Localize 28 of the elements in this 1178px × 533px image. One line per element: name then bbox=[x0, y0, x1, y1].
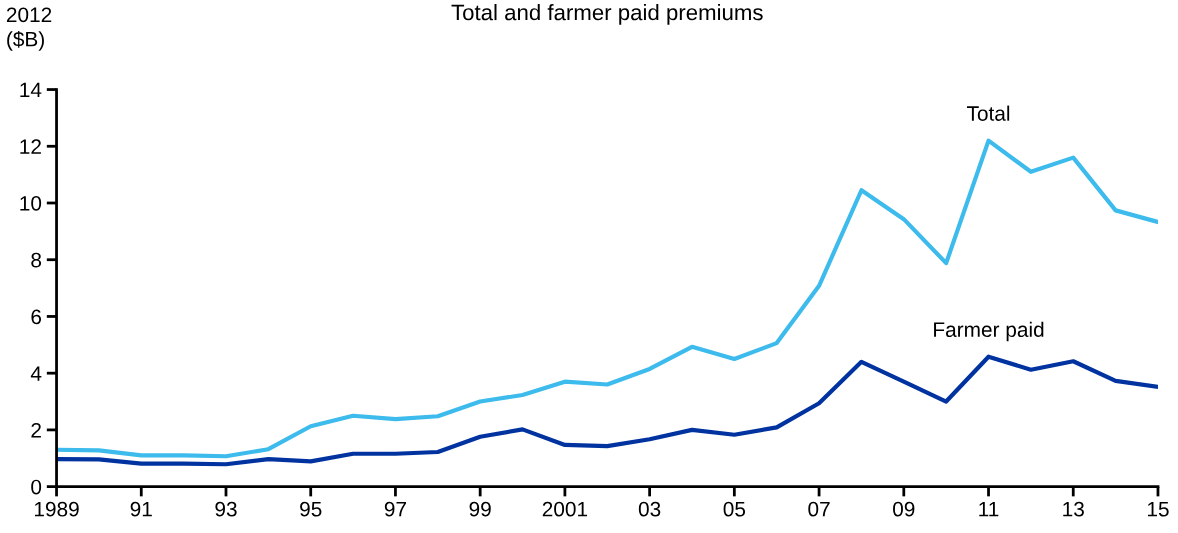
y-tick-label: 4 bbox=[30, 366, 42, 381]
y-tick-label: 14 bbox=[20, 82, 42, 98]
series-label: Farmer paid bbox=[934, 321, 1044, 342]
y-axis-title: 2012 ($B) bbox=[6, 7, 52, 51]
y-tick-label: 2 bbox=[31, 422, 41, 438]
y-tick-label: 0 bbox=[31, 479, 42, 495]
x-tick-label: 97 bbox=[384, 501, 406, 517]
series-label: Total bbox=[966, 105, 1010, 121]
x-tick-label: 99 bbox=[469, 501, 491, 517]
chart-title: Total and farmer paid premiums bbox=[451, 4, 763, 25]
x-tick-label: 07 bbox=[808, 501, 830, 517]
line-series bbox=[56, 138, 1158, 459]
x-tick-label: 11 bbox=[979, 501, 999, 517]
x-tick-label: 13 bbox=[1063, 501, 1084, 517]
x-tick-label: 03 bbox=[638, 501, 661, 517]
line-series bbox=[56, 354, 1158, 467]
x-tick-label: 91 bbox=[130, 501, 152, 517]
x-tick-label: 2001 bbox=[542, 501, 588, 517]
x-tick-label: 93 bbox=[215, 501, 237, 517]
y-tick-label: 12 bbox=[20, 139, 41, 154]
y-tick-label: 6 bbox=[31, 309, 42, 325]
x-tick-label: 95 bbox=[300, 501, 322, 517]
x-tick-label: 1989 bbox=[34, 501, 79, 517]
y-tick-label: 10 bbox=[20, 196, 42, 211]
x-tick-label: 05 bbox=[723, 501, 746, 517]
x-tick-label: 15 bbox=[1147, 501, 1169, 517]
x-tick-label: 09 bbox=[893, 501, 915, 517]
y-tick-label: 8 bbox=[31, 252, 42, 268]
